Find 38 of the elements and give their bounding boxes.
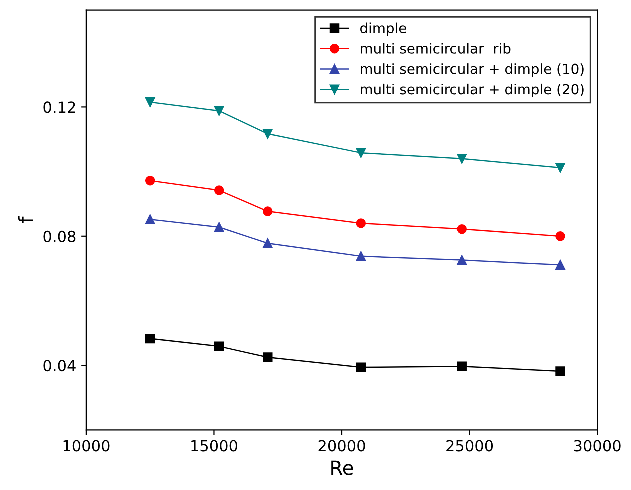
x-tick-label: 10000 — [64, 440, 110, 452]
point — [214, 342, 224, 352]
point — [263, 129, 273, 139]
point — [457, 255, 467, 266]
legend-label: dimple — [360, 22, 406, 36]
point — [145, 97, 156, 108]
point — [263, 206, 273, 216]
point — [556, 163, 566, 173]
y-tick-label: 0.08 — [44, 230, 76, 242]
point — [145, 214, 156, 224]
point — [356, 218, 366, 228]
x-tick-label: 25000 — [446, 440, 494, 452]
point — [356, 252, 366, 262]
point — [356, 148, 366, 158]
point — [263, 352, 273, 362]
legend-label: multi semicircular rib — [361, 43, 511, 54]
point — [457, 224, 467, 234]
y-tick-label: 0.12 — [44, 102, 76, 114]
legend-label: multi semicircular + dimple (10) — [361, 64, 584, 78]
point — [145, 334, 156, 344]
point — [214, 106, 224, 116]
x-tick-label: 30000 — [574, 440, 621, 452]
point — [556, 232, 566, 242]
point — [263, 238, 273, 248]
x-tick-label: 15000 — [192, 440, 238, 452]
y-tick-label: 0.04 — [44, 360, 76, 372]
point — [556, 366, 566, 376]
point — [356, 362, 366, 372]
point — [556, 260, 566, 270]
y-axis-title: f — [18, 216, 34, 224]
x-axis-title: Re — [332, 460, 354, 476]
point — [214, 222, 224, 232]
point — [145, 176, 156, 186]
x-tick-label: 20000 — [318, 440, 366, 452]
point — [457, 154, 467, 164]
point — [457, 362, 467, 372]
legend-label: multi semicircular + dimple (20) — [361, 84, 584, 98]
point — [214, 186, 224, 196]
